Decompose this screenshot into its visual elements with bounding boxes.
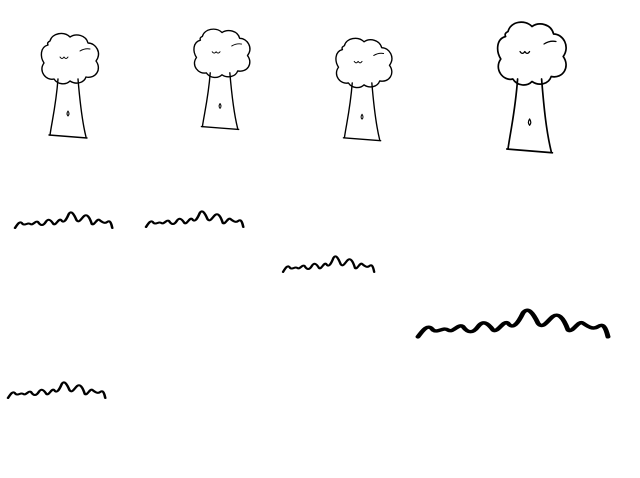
- grass-tuft-1: [13, 211, 114, 230]
- tree-1: [40, 32, 100, 139]
- grass-tuft-4: [418, 310, 608, 337]
- grass-tuft-2: [144, 210, 245, 229]
- tree-3: [335, 37, 393, 142]
- grass-tuft-5: [6, 381, 107, 400]
- tree-2: [193, 28, 251, 131]
- grass-tuft-3: [281, 255, 376, 274]
- tree-4: [496, 21, 567, 154]
